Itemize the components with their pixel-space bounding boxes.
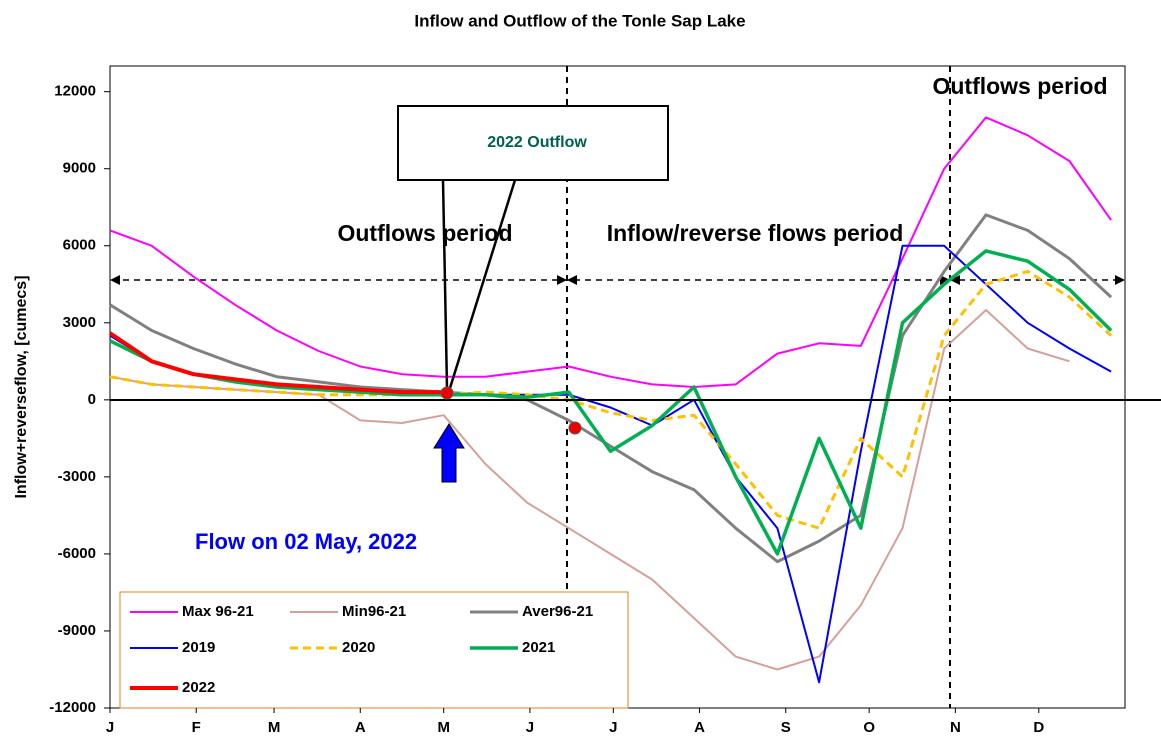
legend-label: 2020 xyxy=(342,639,375,656)
callout-pointer xyxy=(441,179,449,389)
plot xyxy=(108,116,1113,684)
current-marker xyxy=(568,421,582,435)
series-line xyxy=(108,331,444,395)
legend xyxy=(119,591,629,709)
x-tick-label: S xyxy=(781,719,791,736)
y-axis-label: Inflow+reverseflow, [cumecs] xyxy=(13,275,30,498)
x-tick-label: M xyxy=(268,719,281,736)
y-tick-label: 6000 xyxy=(63,237,96,254)
x-tick-label: A xyxy=(355,719,366,736)
x-tick-label: A xyxy=(694,719,705,736)
current-marker xyxy=(440,386,454,400)
y-tick-label: 9000 xyxy=(63,160,96,177)
callout-pointer xyxy=(448,179,517,389)
y-tick-label: -6000 xyxy=(58,545,96,562)
annotation: 2022 Outflow xyxy=(487,134,587,151)
annotation: Inflow/reverse flows period xyxy=(607,220,904,246)
x-tick-label: J xyxy=(526,719,534,736)
legend-label: 2022 xyxy=(182,679,215,696)
y-tick-label: 0 xyxy=(88,391,96,408)
y-tick-label: 3000 xyxy=(63,314,96,331)
series-line xyxy=(109,249,1113,556)
x-tick-label: F xyxy=(192,719,201,736)
series-line xyxy=(109,116,1112,388)
series-line xyxy=(109,213,1113,564)
x-tick-label: N xyxy=(950,719,961,736)
annotation: Outflows period xyxy=(337,220,512,246)
legend-label: 2019 xyxy=(182,639,215,656)
chart-title: Inflow and Outflow of the Tonle Sap Lake xyxy=(414,11,745,30)
x-tick-label: J xyxy=(106,719,114,736)
legend-label: 2021 xyxy=(522,639,555,656)
x-tick-label: J xyxy=(609,719,617,736)
y-tick-label: -12000 xyxy=(49,699,96,716)
x-tick-label: O xyxy=(863,719,875,736)
legend-label: Max 96-21 xyxy=(182,603,254,620)
y-tick-label: -3000 xyxy=(58,468,96,485)
pointer-arrow xyxy=(433,423,465,483)
y-tick-label: -9000 xyxy=(58,622,96,639)
legend-label: Aver96-21 xyxy=(522,603,593,620)
annotation: Outflows period xyxy=(932,73,1107,99)
annotation: Flow on 02 May, 2022 xyxy=(195,529,417,554)
callout-box xyxy=(397,105,669,181)
x-tick-label: D xyxy=(1033,719,1044,736)
x-tick-label: M xyxy=(437,719,450,736)
legend-label: Min96-21 xyxy=(342,603,406,620)
y-tick-label: 12000 xyxy=(54,83,96,100)
